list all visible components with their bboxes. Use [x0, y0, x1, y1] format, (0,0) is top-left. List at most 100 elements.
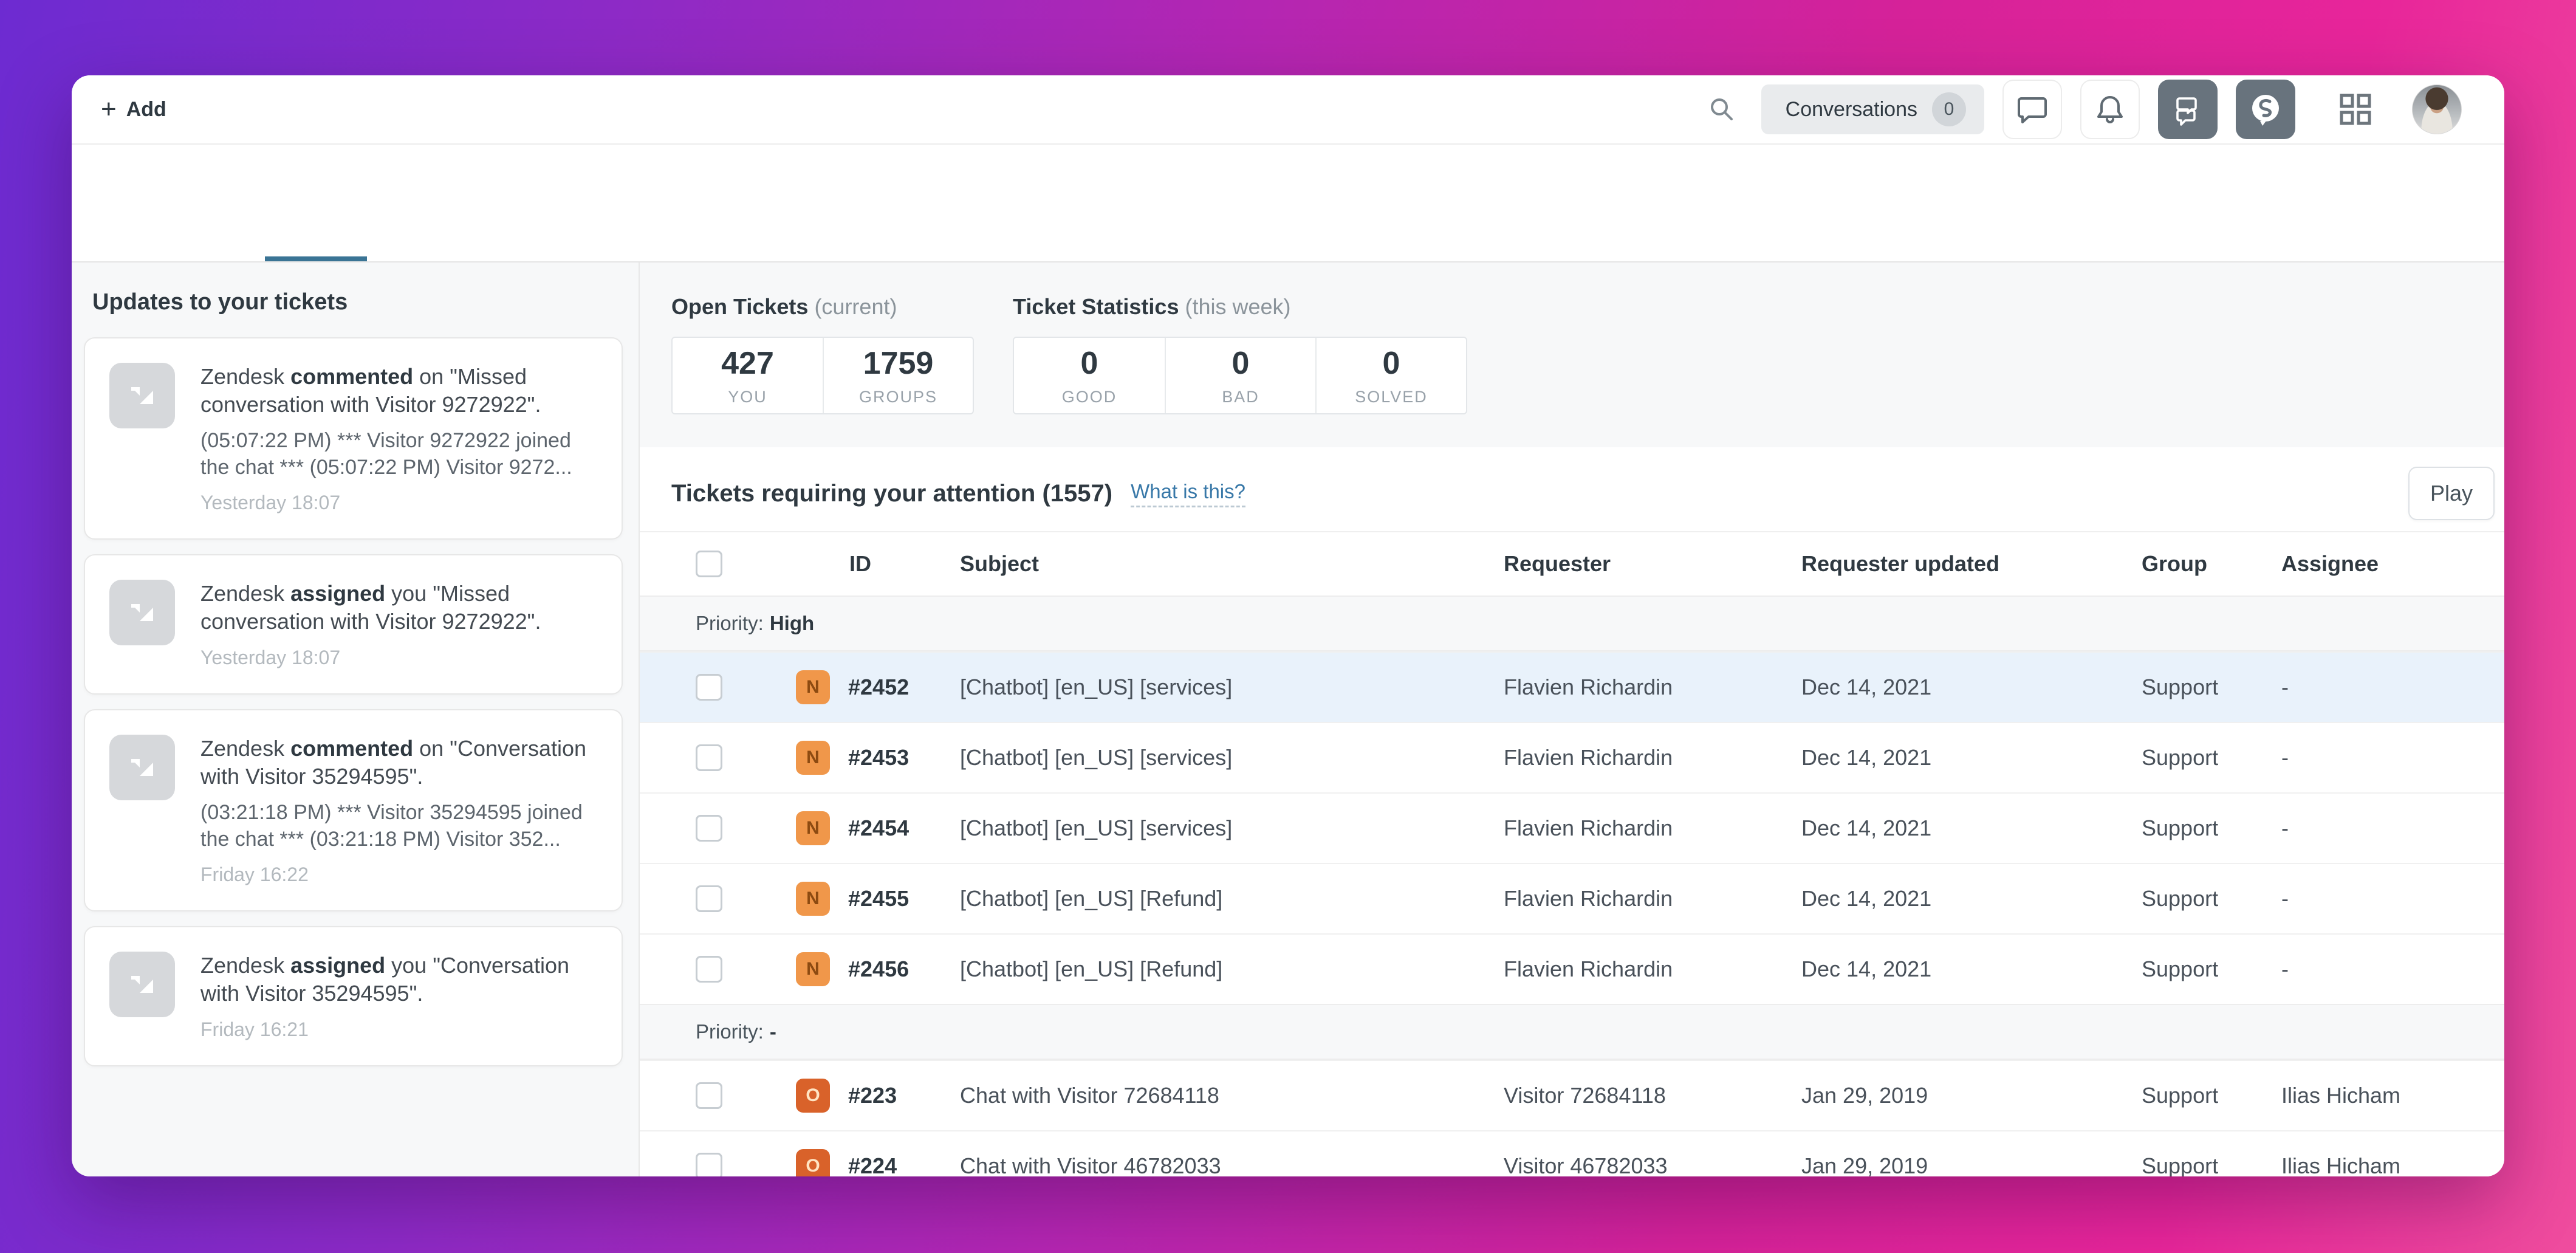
- speech-bubble-icon: [2018, 97, 2047, 123]
- ticket-id: #223: [848, 1083, 897, 1108]
- ticket-requester: Flavien Richardin: [1504, 956, 1673, 981]
- notification-card[interactable]: Zendesk assigned you "Conversation with …: [84, 926, 623, 1066]
- table-row[interactable]: N #2452 [Chatbot] [en_US] [services] Fla…: [640, 651, 2504, 722]
- ticket-assignee: -: [2281, 956, 2289, 981]
- notification-timestamp: Friday 16:21: [200, 1018, 309, 1040]
- ticket-assignee: -: [2281, 745, 2289, 770]
- notification-snippet: (03:21:18 PM) *** Visitor 35294595 joine…: [200, 801, 583, 851]
- tab[interactable]: [265, 236, 367, 261]
- table-row[interactable]: N #2453 [Chatbot] [en_US] [services] Fla…: [640, 722, 2504, 792]
- ticket-status-badge: O: [796, 1149, 830, 1176]
- zendesk-logo-icon: [109, 580, 175, 645]
- grid-icon: [2340, 94, 2371, 125]
- stat-cell-groups[interactable]: 1759 GROUPS: [823, 338, 973, 413]
- zendesk-logo-icon: [109, 952, 175, 1017]
- ticket-id: #2455: [848, 886, 909, 911]
- conversations-button[interactable]: Conversations 0: [1761, 84, 1984, 134]
- table-row[interactable]: N #2454 [Chatbot] [en_US] [services] Fla…: [640, 792, 2504, 863]
- ticket-group: Support: [2142, 815, 2219, 840]
- notification-text: Zendesk assigned you "Missed conversatio…: [200, 580, 597, 669]
- ticket-subject[interactable]: [Chatbot] [en_US] [Refund]: [960, 956, 1223, 981]
- ticket-requester-updated: Dec 14, 2021: [1801, 956, 1932, 981]
- table-header-row: ID Subject Requester Requester updated G…: [640, 532, 2504, 596]
- notification-title: Zendesk assigned you "Conversation with …: [200, 953, 570, 1006]
- ticket-id: #2452: [848, 675, 909, 699]
- zendesk-logo-icon: [109, 735, 175, 800]
- dashboard-main: Open Tickets (current) 427 YOU 1759 GROU…: [640, 263, 2504, 1176]
- tab[interactable]: [163, 236, 265, 261]
- ticket-requester-updated: Jan 29, 2019: [1801, 1083, 1928, 1108]
- ticket-requester-updated: Dec 14, 2021: [1801, 675, 1932, 699]
- ticket-subject[interactable]: Chat with Visitor 72684118: [960, 1083, 1219, 1108]
- row-checkbox[interactable]: [696, 1153, 722, 1176]
- ticket-group: Support: [2142, 1083, 2219, 1108]
- ticket-status-badge: O: [796, 1079, 830, 1113]
- zendesk-logo-icon: [109, 363, 175, 428]
- ticket-subject[interactable]: [Chatbot] [en_US] [Refund]: [960, 886, 1223, 911]
- row-checkbox[interactable]: [696, 956, 722, 983]
- ticket-subject[interactable]: Chat with Visitor 46782033: [960, 1153, 1221, 1176]
- apps-grid-button[interactable]: [2334, 88, 2377, 131]
- row-checkbox[interactable]: [696, 674, 722, 701]
- stat-cell-good[interactable]: 0 GOOD: [1061, 345, 1117, 406]
- table-row[interactable]: N #2456 [Chatbot] [en_US] [Refund] Flavi…: [640, 933, 2504, 1004]
- zendesk-chat-button[interactable]: [2236, 80, 2295, 139]
- ticket-requester: Flavien Richardin: [1504, 815, 1673, 840]
- ticket-id: #2454: [848, 815, 909, 840]
- search-button[interactable]: [1701, 88, 1743, 131]
- ticket-requester-updated: Jan 29, 2019: [1801, 1153, 1928, 1176]
- attention-header: Tickets requiring your attention (1557) …: [640, 447, 2504, 532]
- tickets-table: Priority: High N #2452 [Chatbot] [en_US] …: [640, 596, 2504, 1176]
- column-header-id[interactable]: ID: [849, 551, 871, 576]
- ticket-subject[interactable]: [Chatbot] [en_US] [services]: [960, 815, 1233, 840]
- ticket-subject[interactable]: [Chatbot] [en_US] [services]: [960, 675, 1233, 699]
- ticket-requester-updated: Dec 14, 2021: [1801, 886, 1932, 911]
- row-checkbox[interactable]: [696, 1082, 722, 1109]
- ticket-subject[interactable]: [Chatbot] [en_US] [services]: [960, 745, 1233, 770]
- top-bar: + Add Conversations 0: [72, 75, 2504, 145]
- stat-cell-bad[interactable]: 0 BAD: [1165, 338, 1315, 413]
- search-icon: [1710, 98, 1733, 120]
- ticket-status-badge: N: [796, 741, 830, 775]
- notification-title: Zendesk assigned you "Missed conversatio…: [200, 581, 541, 634]
- table-row[interactable]: O #223 Chat with Visitor 72684118 Visito…: [640, 1060, 2504, 1130]
- table-row[interactable]: N #2455 [Chatbot] [en_US] [Refund] Flavi…: [640, 863, 2504, 933]
- notification-timestamp: Friday 16:22: [200, 863, 309, 885]
- messages-button[interactable]: [2002, 80, 2062, 139]
- notification-card[interactable]: Zendesk commented on "Conversation with …: [84, 709, 623, 911]
- column-header-group[interactable]: Group: [2142, 551, 2207, 576]
- notification-text: Zendesk commented on "Conversation with …: [200, 735, 597, 886]
- open-tickets-title: Open Tickets (current): [671, 294, 897, 319]
- row-checkbox[interactable]: [696, 885, 722, 912]
- priority-group-row: Priority: High: [640, 596, 2504, 651]
- table-row[interactable]: O #224 Chat with Visitor 46782033 Visito…: [640, 1130, 2504, 1176]
- top-bar-actions: Conversations 0: [1701, 80, 2462, 139]
- select-all-checkbox[interactable]: [696, 551, 722, 577]
- conversations-label: Conversations: [1785, 97, 1917, 121]
- stat-cell-solved[interactable]: 0 SOLVED: [1315, 338, 1466, 413]
- ticket-requester: Flavien Richardin: [1504, 886, 1673, 911]
- column-header-assignee[interactable]: Assignee: [2281, 551, 2379, 576]
- play-button[interactable]: Play: [2408, 467, 2495, 520]
- stat-cell-you[interactable]: 427 YOU: [721, 345, 774, 406]
- row-checkbox[interactable]: [696, 815, 722, 842]
- ticket-requester: Flavien Richardin: [1504, 675, 1673, 699]
- chat-handoff-button[interactable]: [2158, 80, 2218, 139]
- updates-sidebar: Updates to your tickets Zendesk commen: [72, 263, 640, 1176]
- what-is-this-link[interactable]: What is this?: [1131, 480, 1245, 507]
- notification-timestamp: Yesterday 18:07: [200, 647, 341, 668]
- column-header-subject[interactable]: Subject: [960, 551, 1040, 576]
- notifications-button[interactable]: [2080, 80, 2140, 139]
- column-header-requester-updated[interactable]: Requester updated: [1801, 551, 2000, 576]
- ticket-id: #2453: [848, 745, 909, 770]
- ticket-group: Support: [2142, 886, 2219, 911]
- row-checkbox[interactable]: [696, 744, 722, 771]
- ticket-id: #2456: [848, 956, 909, 981]
- column-header-requester[interactable]: Requester: [1504, 551, 1611, 576]
- notification-card[interactable]: Zendesk commented on "Missed conversatio…: [84, 337, 623, 540]
- ticket-assignee: -: [2281, 886, 2289, 911]
- add-button[interactable]: + Add: [101, 96, 166, 123]
- chat-spiral-icon: [2252, 95, 2279, 126]
- notification-card[interactable]: Zendesk assigned you "Missed conversatio…: [84, 554, 623, 695]
- user-avatar[interactable]: [2412, 84, 2462, 134]
